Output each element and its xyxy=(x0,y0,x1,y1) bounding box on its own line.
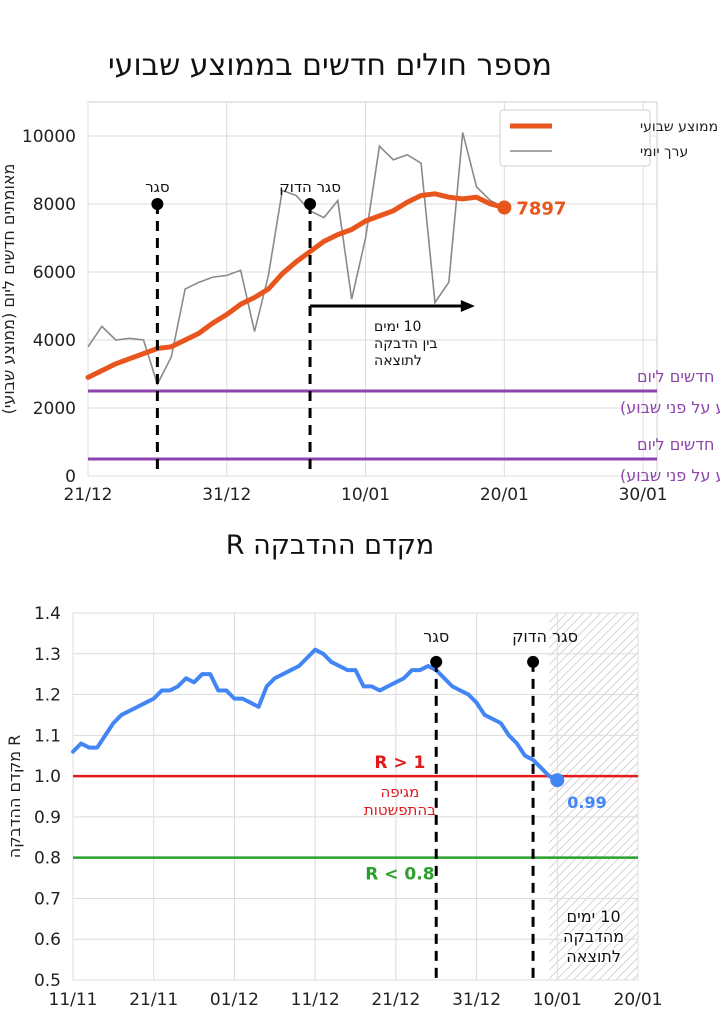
y-tick-label: 1.4 xyxy=(34,604,61,624)
end-value-label: 0.99 xyxy=(567,793,606,812)
event-marker xyxy=(304,198,317,210)
threshold-label-green: R < 0.8 xyxy=(365,865,434,885)
arrow-text: בין הדבקה xyxy=(374,336,437,352)
x-tick-label: 21/12 xyxy=(64,485,113,505)
y-tick-label: 0.8 xyxy=(34,849,61,869)
arrow-text: לתוצאה xyxy=(374,353,422,369)
x-tick-label: 10/01 xyxy=(341,485,390,505)
legend-label-weekly: ממוצע שבועי xyxy=(640,119,718,135)
legend-label-daily: ערך יומי xyxy=(640,144,688,160)
x-tick-label: 20/01 xyxy=(480,485,529,505)
x-tick-label: 21/11 xyxy=(129,990,178,1010)
end-point xyxy=(497,200,512,215)
chart1-title: מספר חולים חדשים בממוצע שבועי xyxy=(107,48,553,83)
arrow-head xyxy=(460,300,475,312)
y-tick-label: 0 xyxy=(65,467,76,487)
shaded-region xyxy=(549,613,638,980)
y-tick-label: 0.7 xyxy=(34,889,61,909)
y-tick-label: 1.0 xyxy=(34,767,61,787)
y-tick-label: 10000 xyxy=(22,127,76,147)
event-marker xyxy=(527,655,540,668)
x-tick-label: 31/12 xyxy=(452,990,501,1010)
shaded-region-text: מהדבקה xyxy=(563,927,624,946)
x-tick-label: 20/01 xyxy=(614,990,663,1010)
event-label: סגר הדוק xyxy=(512,627,578,646)
y-tick-label: 1.2 xyxy=(34,686,61,706)
y-tick-label: 1.1 xyxy=(34,726,61,746)
end-value-label: 7897 xyxy=(516,199,566,220)
shaded-region-text: לתוצאה xyxy=(566,947,621,966)
end-point xyxy=(550,773,565,788)
y-tick-label: 2000 xyxy=(33,399,76,419)
x-tick-label: 10/01 xyxy=(533,990,582,1010)
y-tick-label: 6000 xyxy=(33,263,76,283)
chart2-title: מקדם ההדבקה R xyxy=(225,530,435,561)
threshold-label: סף 500 חולים חדשים ליום xyxy=(637,435,720,454)
event-label: סגר הדוק xyxy=(279,178,341,196)
event-marker xyxy=(151,198,164,210)
x-tick-label: 21/12 xyxy=(371,990,420,1010)
y-tick-label: 0.9 xyxy=(34,808,61,828)
y-axis-label: מקדם ההדבקה R xyxy=(5,735,24,859)
event-marker xyxy=(430,655,443,668)
y-tick-label: 0.5 xyxy=(34,971,61,991)
y-tick-label: 8000 xyxy=(33,195,76,215)
shaded-region-text: 10 ימים xyxy=(567,907,621,926)
series-r-line xyxy=(71,647,560,783)
threshold-sublabel: בהתפשטות xyxy=(364,801,436,819)
threshold-label: סף 2500 חולים חדשים ליום xyxy=(637,367,720,386)
cases-chart: 0 2000 4000 6000 8000 10000 21/12 31/12 10/01 20/… xyxy=(0,101,720,505)
threshold-sublabel: (בממוצע על פני שבוע) xyxy=(620,398,720,417)
y-tick-label: 1.3 xyxy=(34,645,61,665)
event-label: סגר xyxy=(145,178,169,196)
y-tick-label: 4000 xyxy=(33,331,76,351)
series-daily-line xyxy=(87,132,505,387)
x-tick-label: 30/01 xyxy=(619,485,668,505)
event-label: סגר xyxy=(423,627,449,646)
arrow-text: 10 ימים xyxy=(374,319,421,335)
threshold-label-red: R > 1 xyxy=(374,753,425,773)
x-tick-label: 11/11 xyxy=(49,990,98,1010)
threshold-sublabel: (בממוצע על פני שבוע) xyxy=(620,466,720,485)
x-tick-label: 01/12 xyxy=(210,990,259,1010)
x-tick-label: 31/12 xyxy=(202,485,251,505)
threshold-sublabel: מגיפה xyxy=(380,783,419,801)
y-tick-label: 0.6 xyxy=(34,930,61,950)
y-axis-label: מאומתים חדשים ליום (ממוצע שבועי) xyxy=(0,164,18,415)
x-tick-label: 11/12 xyxy=(291,990,340,1010)
